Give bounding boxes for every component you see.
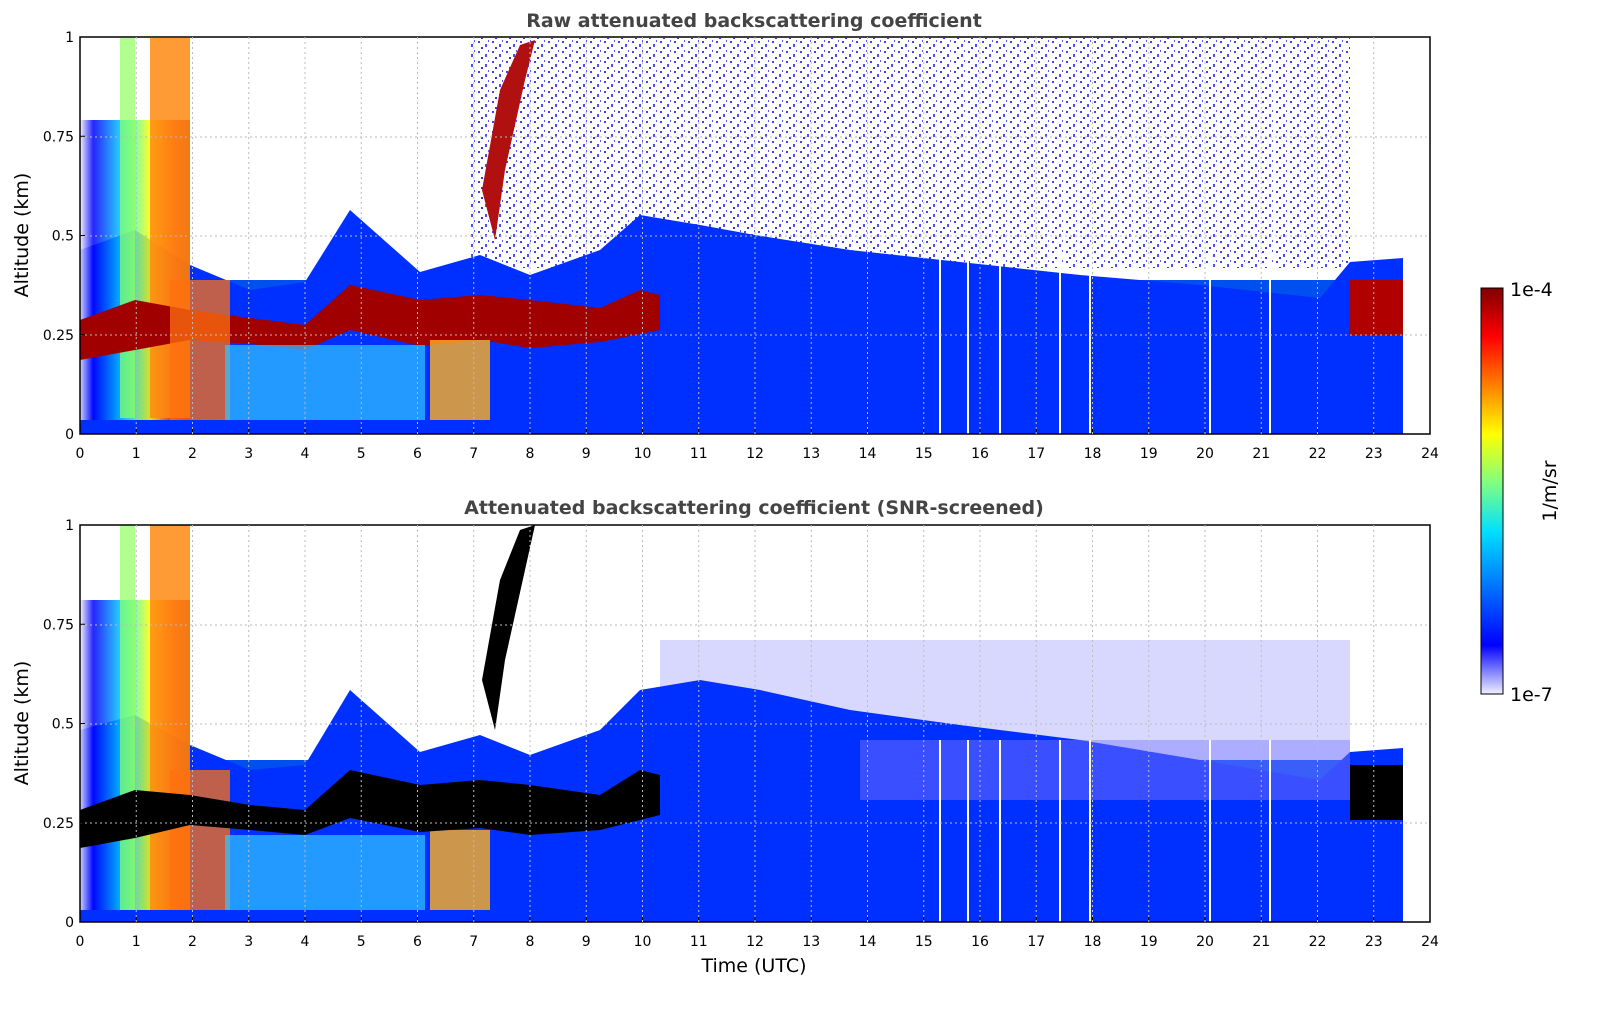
x-tick-label: 19 xyxy=(1140,446,1158,462)
x-tick-label: 16 xyxy=(971,446,989,462)
panel-screened-title: Attenuated backscattering coefficient (S… xyxy=(464,497,1044,519)
dense-layer-saturated xyxy=(80,770,660,848)
x-tick-label: 21 xyxy=(1252,446,1270,462)
x-tick-label: 2 xyxy=(188,446,197,462)
y-tick-label: 1 xyxy=(65,518,74,534)
cloud-23h xyxy=(1350,765,1403,820)
y-tick-label: 0.75 xyxy=(43,617,74,633)
x-tick-label: 7 xyxy=(469,446,478,462)
lowlevel-aerosol-0-2.5h xyxy=(170,280,230,420)
x-tick-label: 18 xyxy=(1084,446,1102,462)
x-tick-label: 15 xyxy=(915,446,933,462)
gap-lines xyxy=(939,740,1271,922)
panel-raw: Raw attenuated backscattering coefficien… xyxy=(11,10,1439,462)
x-tick-label: 10 xyxy=(634,446,652,462)
x-tick-label: 1 xyxy=(132,446,141,462)
panel-raw-ylabel: Altitude (km) xyxy=(11,173,33,298)
x-tick-label: 11 xyxy=(690,934,708,950)
y-tick-label: 0.25 xyxy=(43,328,74,344)
panel-raw-heatmap xyxy=(80,38,1403,434)
x-tick-label: 0 xyxy=(76,446,85,462)
x-tick-label: 13 xyxy=(802,934,820,950)
x-tick-label: 3 xyxy=(244,934,253,950)
x-tick-label: 5 xyxy=(357,934,366,950)
y-tick-label: 0.75 xyxy=(43,129,74,145)
panel-screened-xticks: 0 1 2 3 4 5 6 7 8 9 10 11 12 13 14 15 16 17 18 19 20 21 22 23 24 xyxy=(76,525,1439,950)
lowlevel-aerosol-6.3-7.3h xyxy=(430,340,490,420)
y-tick-label: 0.25 xyxy=(43,816,74,832)
panel-screened: Attenuated backscattering coefficient (S… xyxy=(11,497,1439,977)
lowlevel-aerosol-6.3-7.3h xyxy=(430,830,490,910)
x-tick-label: 10 xyxy=(634,934,652,950)
lowlevel-aerosol-3-6h xyxy=(225,345,425,420)
y-tick-label: 0.5 xyxy=(52,229,74,245)
y-tick-label: 0 xyxy=(65,915,74,931)
x-tick-label: 21 xyxy=(1252,934,1270,950)
x-tick-label: 22 xyxy=(1309,934,1327,950)
colorbar: 1e-4 1e-7 1/m/sr xyxy=(1480,279,1561,706)
x-tick-label: 12 xyxy=(746,934,764,950)
x-tick-label: 14 xyxy=(859,934,877,950)
spike-0.8h xyxy=(120,38,135,418)
x-tick-label: 14 xyxy=(859,446,877,462)
x-tick-label: 13 xyxy=(802,446,820,462)
x-tick-label: 24 xyxy=(1421,934,1439,950)
cloud-23h xyxy=(1350,280,1403,335)
panel-raw-title: Raw attenuated backscattering coefficien… xyxy=(526,10,982,32)
x-tick-label: 1 xyxy=(132,934,141,950)
x-tick-label: 18 xyxy=(1084,934,1102,950)
x-tick-label: 17 xyxy=(1027,446,1045,462)
x-tick-label: 8 xyxy=(526,934,535,950)
x-tick-label: 20 xyxy=(1196,446,1214,462)
spike-0.8h xyxy=(120,525,135,910)
x-tick-label: 16 xyxy=(971,934,989,950)
panel-screened-xlabel: Time (UTC) xyxy=(700,955,806,977)
x-tick-label: 23 xyxy=(1365,934,1383,950)
lowlevel-aerosol-3-6h xyxy=(225,835,425,910)
x-tick-label: 7 xyxy=(469,934,478,950)
x-tick-label: 19 xyxy=(1140,934,1158,950)
x-tick-label: 4 xyxy=(301,446,310,462)
colorbar-gradient xyxy=(1480,287,1504,695)
mid-tone-band xyxy=(860,740,1350,800)
heatmap-noise-upper xyxy=(470,38,1350,268)
x-tick-label: 9 xyxy=(582,934,591,950)
x-tick-label: 22 xyxy=(1309,446,1327,462)
x-tick-label: 20 xyxy=(1196,934,1214,950)
panel-screened-ylabel: Altitude (km) xyxy=(11,661,33,786)
x-tick-label: 4 xyxy=(301,934,310,950)
x-tick-label: 17 xyxy=(1027,934,1045,950)
lowlevel-aerosol-0-2.5h xyxy=(170,770,230,910)
y-tick-label: 1 xyxy=(65,30,74,46)
x-tick-label: 6 xyxy=(413,446,422,462)
x-tick-label: 3 xyxy=(244,446,253,462)
x-tick-label: 5 xyxy=(357,446,366,462)
x-tick-label: 2 xyxy=(188,934,197,950)
panel-screened-yticks: 0 0.25 0.5 0.75 1 xyxy=(43,518,85,931)
x-tick-label: 12 xyxy=(746,446,764,462)
x-tick-label: 15 xyxy=(915,934,933,950)
x-tick-label: 23 xyxy=(1365,446,1383,462)
x-tick-label: 11 xyxy=(690,446,708,462)
colorbar-min-label: 1e-7 xyxy=(1510,684,1553,706)
x-tick-label: 8 xyxy=(526,446,535,462)
panel-raw-xticks: 0 1 2 3 4 5 6 7 8 9 10 11 12 13 14 15 16 17 18 19 20 21 22 23 24 xyxy=(76,37,1439,462)
x-tick-label: 6 xyxy=(413,934,422,950)
x-tick-label: 9 xyxy=(582,446,591,462)
colorbar-max-label: 1e-4 xyxy=(1510,279,1553,301)
x-tick-label: 0 xyxy=(76,934,85,950)
panel-screened-heatmap xyxy=(80,525,1403,922)
y-tick-label: 0 xyxy=(65,427,74,443)
rising-plume xyxy=(482,40,535,240)
gap-lines xyxy=(939,250,1271,434)
x-tick-label: 24 xyxy=(1421,446,1439,462)
panel-raw-yticks: 0 0.25 0.5 0.75 1 xyxy=(43,30,85,443)
y-tick-label: 0.5 xyxy=(52,717,74,733)
rising-plume xyxy=(482,525,535,730)
colorbar-unit-label: 1/m/sr xyxy=(1539,460,1561,521)
